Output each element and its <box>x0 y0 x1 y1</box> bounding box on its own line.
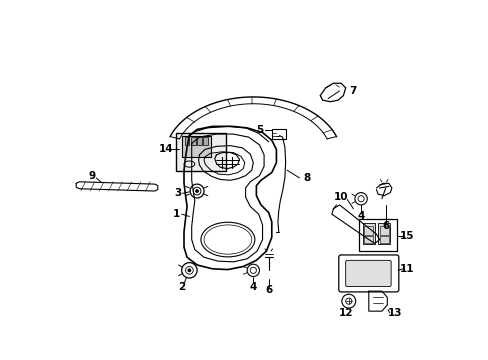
Text: 2: 2 <box>178 282 185 292</box>
FancyBboxPatch shape <box>345 260 390 287</box>
Bar <box>358 219 396 251</box>
Circle shape <box>195 189 198 193</box>
Text: 14: 14 <box>159 144 173 154</box>
Bar <box>377 222 389 244</box>
Text: 15: 15 <box>399 231 414 241</box>
Text: 6: 6 <box>264 285 272 294</box>
Text: 4: 4 <box>357 211 364 221</box>
Text: 3: 3 <box>174 188 181 198</box>
Bar <box>364 237 373 243</box>
Bar <box>379 237 388 243</box>
Text: 6: 6 <box>381 221 388 231</box>
Bar <box>182 136 210 157</box>
Text: 7: 7 <box>349 86 356 96</box>
Text: 11: 11 <box>399 264 414 274</box>
Text: 13: 13 <box>387 308 402 318</box>
Bar <box>362 222 374 244</box>
Text: 12: 12 <box>338 308 352 318</box>
Bar <box>184 137 189 145</box>
Text: 1: 1 <box>172 209 180 219</box>
Text: 8: 8 <box>303 173 310 183</box>
Bar <box>364 226 373 235</box>
Bar <box>203 137 207 145</box>
Text: 9: 9 <box>88 171 95 181</box>
Text: 4: 4 <box>249 282 257 292</box>
Bar <box>197 137 202 145</box>
Text: 10: 10 <box>333 192 347 202</box>
Circle shape <box>187 269 190 272</box>
Bar <box>190 137 195 145</box>
Bar <box>379 226 388 235</box>
Text: 5: 5 <box>256 125 264 135</box>
Bar <box>176 132 226 171</box>
